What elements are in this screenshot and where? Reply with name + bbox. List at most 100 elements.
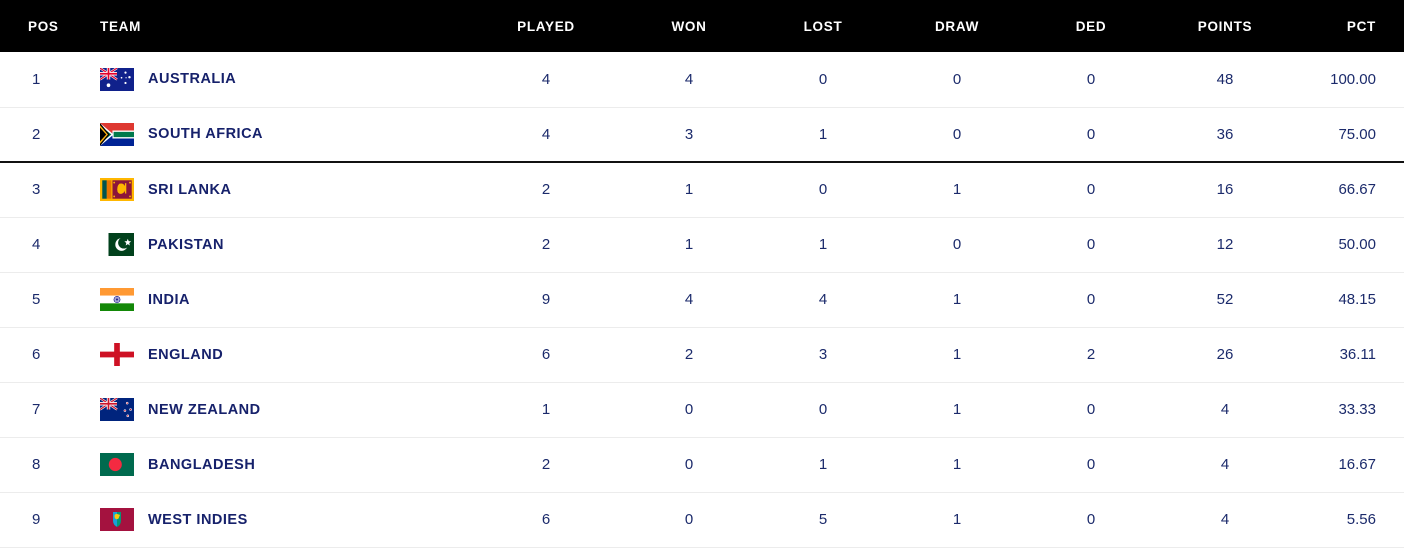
team-cell[interactable]: SRI LANKA xyxy=(100,178,470,202)
cell-pos: 5 xyxy=(32,291,41,308)
cell-pct: 16.67 xyxy=(1338,456,1376,473)
cell-lost: 5 xyxy=(818,511,828,528)
cell-ded: 0 xyxy=(1086,456,1096,473)
cell-points: 52 xyxy=(1216,291,1234,308)
cell-team[interactable]: ENGLAND xyxy=(82,327,470,382)
cell-points: 4 xyxy=(1220,456,1230,473)
cell-won: 0 xyxy=(684,456,694,473)
cell-team[interactable]: PAKISTAN xyxy=(82,217,470,272)
flag-india-icon xyxy=(100,288,134,311)
flag-sri-lanka-icon xyxy=(100,178,134,202)
team-name[interactable]: WEST INDIES xyxy=(148,511,248,528)
cell-team[interactable]: INDIA xyxy=(82,272,470,327)
cell-lost: 0 xyxy=(818,181,828,199)
cell-won: 1 xyxy=(684,181,694,199)
cell-team[interactable]: AUSTRALIA xyxy=(82,52,470,107)
cell-played: 1 xyxy=(541,401,551,418)
cell-draw: 1 xyxy=(952,181,962,199)
cell-ded: 0 xyxy=(1086,181,1096,199)
team-cell[interactable]: WEST INDIES xyxy=(100,508,470,531)
cell-pct: 48.15 xyxy=(1338,291,1376,308)
cell-won: 4 xyxy=(684,291,694,308)
cell-pct: 75.00 xyxy=(1338,125,1376,143)
team-cell[interactable]: NEW ZEALAND xyxy=(100,398,470,421)
table-row[interactable]: 5 INDIA 9 4 4 1 0 52 48.15 xyxy=(0,272,1404,327)
cell-ded: 0 xyxy=(1086,401,1096,418)
team-name[interactable]: NEW ZEALAND xyxy=(148,401,261,418)
table-header-row: POS TEAM PLAYED WON LOST DRAW DED POINTS… xyxy=(0,0,1404,52)
cell-pos: 3 xyxy=(32,181,41,199)
column-header-played[interactable]: PLAYED xyxy=(517,18,575,34)
cell-points: 16 xyxy=(1216,181,1234,199)
cell-team[interactable]: BANGLADESH xyxy=(82,437,470,492)
table-row[interactable]: 2 SOUTH AFRICA 4 3 1 0 0 36 75.00 xyxy=(0,107,1404,162)
flag-south-africa-icon xyxy=(100,122,134,146)
column-header-pct[interactable]: PCT xyxy=(1346,18,1376,34)
table-row[interactable]: 4 PAKISTAN 2 1 1 0 0 12 50.00 xyxy=(0,217,1404,272)
cell-won: 0 xyxy=(684,511,694,528)
cell-played: 2 xyxy=(541,181,551,199)
column-header-ded[interactable]: DED xyxy=(1075,18,1107,34)
column-header-pos[interactable]: POS xyxy=(28,18,59,34)
cell-points: 36 xyxy=(1216,125,1234,143)
cell-pct: 66.67 xyxy=(1338,181,1376,199)
cell-ded: 0 xyxy=(1086,236,1096,253)
team-cell[interactable]: ENGLAND xyxy=(100,343,470,366)
cell-pos: 7 xyxy=(32,401,41,418)
table-row[interactable]: 8 BANGLADESH 2 0 1 1 0 4 16.67 xyxy=(0,437,1404,492)
cell-lost: 0 xyxy=(818,401,828,418)
column-header-won[interactable]: WON xyxy=(671,18,707,34)
cell-pct: 33.33 xyxy=(1338,401,1376,418)
cell-ded: 2 xyxy=(1086,346,1096,363)
team-name[interactable]: SOUTH AFRICA xyxy=(148,126,264,143)
cell-points: 4 xyxy=(1220,511,1230,528)
column-header-draw[interactable]: DRAW xyxy=(934,18,980,34)
cell-draw: 1 xyxy=(952,511,962,528)
cell-played: 4 xyxy=(541,125,551,143)
cell-won: 1 xyxy=(684,236,694,253)
cell-team[interactable]: WEST INDIES xyxy=(82,492,470,547)
team-cell[interactable]: SOUTH AFRICA xyxy=(100,122,470,146)
table-row[interactable]: 9 WEST INDIES 6 0 5 1 0 4 5.56 xyxy=(0,492,1404,547)
team-cell[interactable]: PAKISTAN xyxy=(100,233,470,256)
team-name[interactable]: AUSTRALIA xyxy=(148,71,237,88)
cell-pct: 50.00 xyxy=(1338,236,1376,253)
cell-draw: 0 xyxy=(952,125,962,143)
table-row[interactable]: 3 SRI LANKA 2 1 0 1 0 16 66.67 xyxy=(0,162,1404,217)
cell-played: 6 xyxy=(541,511,551,528)
cell-pos: 2 xyxy=(32,125,41,143)
table-row[interactable]: 1 AUSTRALIA 4 4 0 0 0 48 100.00 xyxy=(0,52,1404,107)
cell-team[interactable]: SRI LANKA xyxy=(82,162,470,217)
cell-draw: 1 xyxy=(952,291,962,308)
team-name[interactable]: INDIA xyxy=(148,291,190,308)
cell-pos: 1 xyxy=(32,70,41,88)
column-header-lost[interactable]: LOST xyxy=(803,18,843,34)
cell-team[interactable]: SOUTH AFRICA xyxy=(82,107,470,162)
cell-played: 4 xyxy=(541,70,551,88)
cell-points: 12 xyxy=(1216,236,1234,253)
table-row[interactable]: 6 ENGLAND 6 2 3 1 2 26 36.11 xyxy=(0,327,1404,382)
cell-lost: 1 xyxy=(818,456,828,473)
team-name[interactable]: SRI LANKA xyxy=(148,181,232,198)
cell-lost: 3 xyxy=(818,346,828,363)
column-header-points[interactable]: POINTS xyxy=(1197,18,1253,34)
team-name[interactable]: ENGLAND xyxy=(148,346,224,363)
cell-points: 4 xyxy=(1220,401,1230,418)
team-cell[interactable]: INDIA xyxy=(100,288,470,311)
column-header-team[interactable]: TEAM xyxy=(100,18,142,34)
team-name[interactable]: BANGLADESH xyxy=(148,456,256,473)
cell-ded: 0 xyxy=(1086,70,1096,88)
cell-pct: 5.56 xyxy=(1346,511,1376,528)
cell-draw: 1 xyxy=(952,346,962,363)
cell-won: 3 xyxy=(684,125,694,143)
cell-draw: 0 xyxy=(952,236,962,253)
cell-team[interactable]: NEW ZEALAND xyxy=(82,382,470,437)
team-name[interactable]: PAKISTAN xyxy=(148,236,224,253)
team-cell[interactable]: BANGLADESH xyxy=(100,453,470,476)
cell-pct: 36.11 xyxy=(1339,346,1376,363)
table-row[interactable]: 7 NEW ZEALAND 1 0 0 1 0 4 33.33 xyxy=(0,382,1404,437)
flag-new-zealand-icon xyxy=(100,398,134,421)
cell-ded: 0 xyxy=(1086,291,1096,308)
team-cell[interactable]: AUSTRALIA xyxy=(100,67,470,91)
